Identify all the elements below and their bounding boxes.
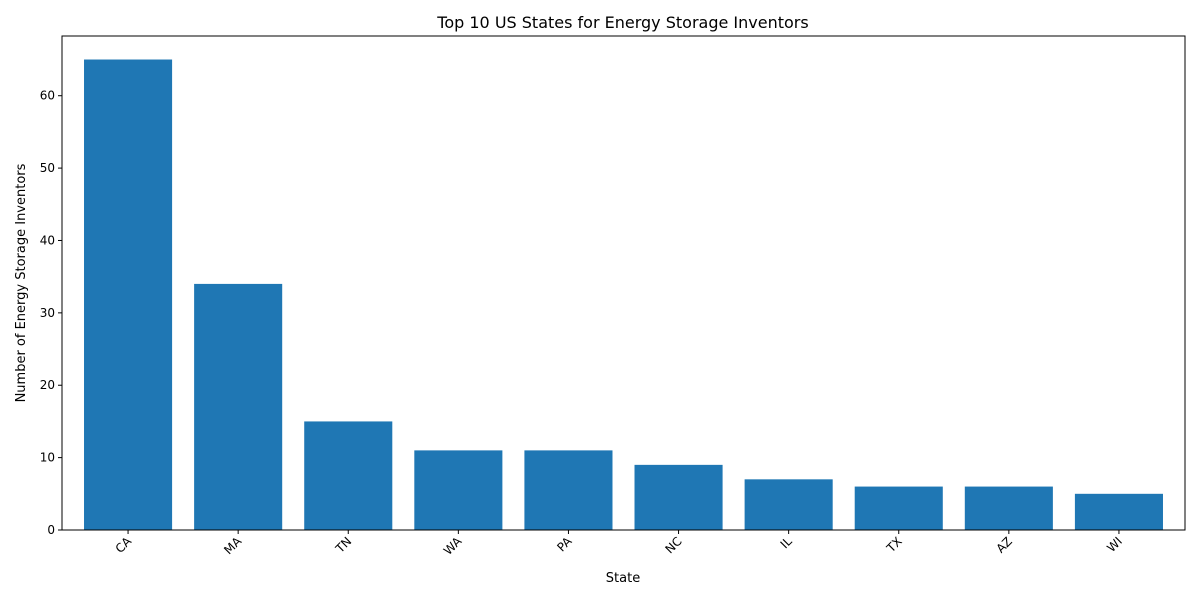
bar-tx [855,487,943,530]
x-tick-label-ca: CA [113,534,135,556]
y-axis: 0 10 20 30 40 50 60 [40,89,62,537]
bar-ca [84,60,172,530]
y-tick-label: 20 [40,378,55,392]
x-tick-label-nc: NC [662,534,684,556]
x-tick-label-az: AZ [993,534,1015,556]
y-tick-label: 30 [40,306,55,320]
bar-tn [304,421,392,530]
bar-pa [524,450,612,530]
x-tick-label-wi: WI [1104,534,1125,555]
x-tick-label-tn: TN [332,534,354,556]
bar-ma [194,284,282,530]
y-tick-label: 60 [40,89,55,103]
x-tick-label-tx: TX [883,534,905,556]
x-axis-label: State [606,571,640,586]
y-tick-label: 10 [40,451,55,465]
chart-title: Top 10 US States for Energy Storage Inve… [436,13,808,32]
bar-il [745,479,833,530]
y-tick-label: 40 [40,233,55,247]
x-tick-label-pa: PA [554,534,575,555]
bar-nc [635,465,723,530]
y-tick-label: 50 [40,161,55,175]
y-tick-label: 0 [47,523,55,537]
y-axis-label: Number of Energy Storage Inventors [14,163,29,402]
x-tick-label-wa: WA [441,534,465,558]
bars-layer [84,60,1163,530]
x-tick-label-ma: MA [221,534,245,558]
x-tick-label-il: IL [778,534,795,551]
bar-wa [414,450,502,530]
x-axis: CA MA TN WA PA NC IL TX AZ WI [113,530,1126,558]
bar-az [965,487,1053,530]
bar-wi [1075,494,1163,530]
